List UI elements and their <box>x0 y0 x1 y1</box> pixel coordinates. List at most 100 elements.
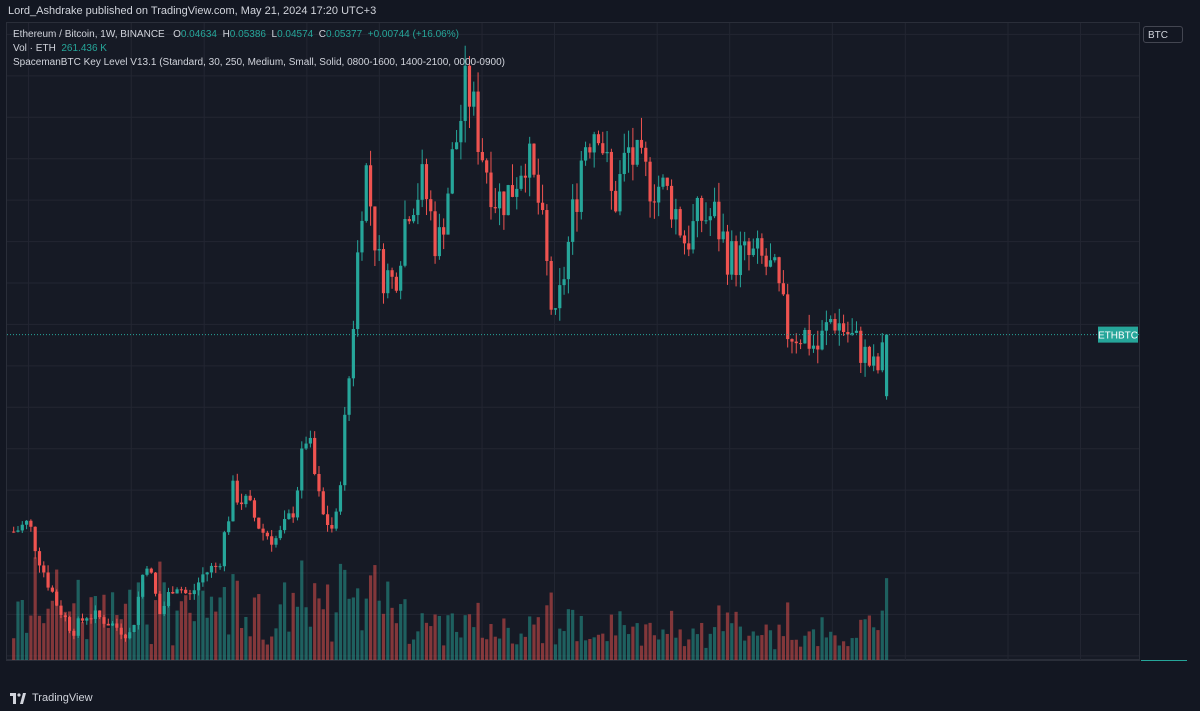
volume-bar <box>227 634 231 660</box>
volume-bar <box>751 631 755 660</box>
brand-label: TradingView <box>32 692 93 704</box>
volume-bar <box>424 622 429 660</box>
volume-bar <box>437 615 441 660</box>
candle-body <box>773 257 777 261</box>
volume-bar <box>42 623 46 660</box>
candle-body <box>626 147 631 153</box>
candle-body <box>588 147 592 153</box>
candle-body <box>274 538 278 545</box>
volume-bar <box>528 616 532 660</box>
volume-bar <box>523 636 527 660</box>
candle-body <box>450 149 454 194</box>
candle-body <box>816 345 820 350</box>
volume-bar <box>884 578 889 660</box>
chart-pane[interactable] <box>6 22 1140 660</box>
candle-body <box>837 323 841 331</box>
volume-bar <box>463 615 467 660</box>
volume-bar <box>760 635 764 660</box>
candle-body <box>360 220 364 253</box>
candle-body <box>824 322 828 331</box>
volume-bar <box>798 646 803 660</box>
candle-body <box>132 624 136 633</box>
volume-bar <box>704 647 708 660</box>
volume-bar <box>403 599 407 660</box>
open-label: O <box>173 29 181 40</box>
candle-body <box>390 270 394 277</box>
candle-body <box>184 589 188 594</box>
candle-body <box>545 210 549 261</box>
candle-body <box>820 330 824 350</box>
volume-bar <box>80 622 85 660</box>
candle-body <box>515 188 519 197</box>
volume-bar <box>876 630 880 660</box>
candle-body <box>575 199 579 212</box>
volume-bar <box>867 615 871 660</box>
symbol-title[interactable]: Ethereum / Bitcoin, 1W, BINANCE <box>13 29 165 40</box>
candle-body <box>325 514 330 526</box>
candle-body <box>622 152 626 175</box>
tradingview-brand[interactable]: TradingView <box>10 692 93 704</box>
currency-button[interactable]: BTC <box>1143 26 1183 43</box>
candle-body <box>691 221 695 250</box>
volume-bar <box>16 601 20 660</box>
volume-bar <box>540 643 545 660</box>
candle-body <box>880 342 884 371</box>
volume-bar <box>506 627 510 660</box>
candle-body <box>407 219 411 222</box>
candle-body <box>442 227 446 235</box>
price-scale[interactable] <box>1140 22 1200 660</box>
candle-body <box>265 532 269 537</box>
volume-bar <box>145 624 149 660</box>
candle-body <box>884 334 889 397</box>
candle-body <box>502 191 506 216</box>
volume-bar <box>678 629 682 660</box>
volume-bar <box>377 600 381 660</box>
volume-bar <box>738 626 742 660</box>
candle-body <box>605 151 609 154</box>
volume-bar <box>356 588 360 660</box>
volume-bar <box>657 639 661 660</box>
volume-bar <box>338 563 343 660</box>
volume-bar <box>119 619 123 660</box>
candle-body <box>562 279 566 286</box>
volume-bar <box>558 628 562 660</box>
volume-bar <box>596 634 601 660</box>
candle-body <box>867 346 871 366</box>
indicator-label[interactable]: SpacemanBTC Key Level V13.1 (Standard, 3… <box>13 57 505 68</box>
volume-bar <box>67 611 72 660</box>
volume-bar <box>93 596 97 660</box>
volume-bar <box>287 631 291 660</box>
candle-body <box>227 521 231 533</box>
volume-bar <box>136 582 140 660</box>
candle-body <box>106 623 110 626</box>
candle-body <box>528 143 532 178</box>
volume-bar <box>50 600 54 660</box>
candle-body <box>20 524 24 531</box>
time-scale[interactable] <box>6 660 1140 685</box>
high-label: H <box>222 29 230 40</box>
candle-body <box>386 270 390 294</box>
candle-body <box>760 238 764 256</box>
candle-body <box>287 513 291 520</box>
candle-body <box>583 147 588 161</box>
candle-body <box>493 207 497 209</box>
candle-body <box>16 530 20 532</box>
volume-bar <box>192 621 196 660</box>
candle-body <box>841 323 846 333</box>
volume-bar <box>386 581 390 660</box>
volume-bar <box>566 609 570 660</box>
volume-bar <box>274 628 278 660</box>
candle-body <box>467 65 472 107</box>
candle-body <box>549 260 553 310</box>
candle-body <box>536 174 540 203</box>
volume-bar <box>493 636 497 660</box>
volume-bar <box>472 627 476 660</box>
volume-bar <box>59 615 63 660</box>
candle-body <box>734 241 738 276</box>
candle-body <box>231 480 235 522</box>
candle-body <box>42 565 46 573</box>
volume-label[interactable]: Vol · ETH <box>13 43 56 54</box>
volume-bar <box>420 613 424 660</box>
volume-bar <box>179 601 183 660</box>
